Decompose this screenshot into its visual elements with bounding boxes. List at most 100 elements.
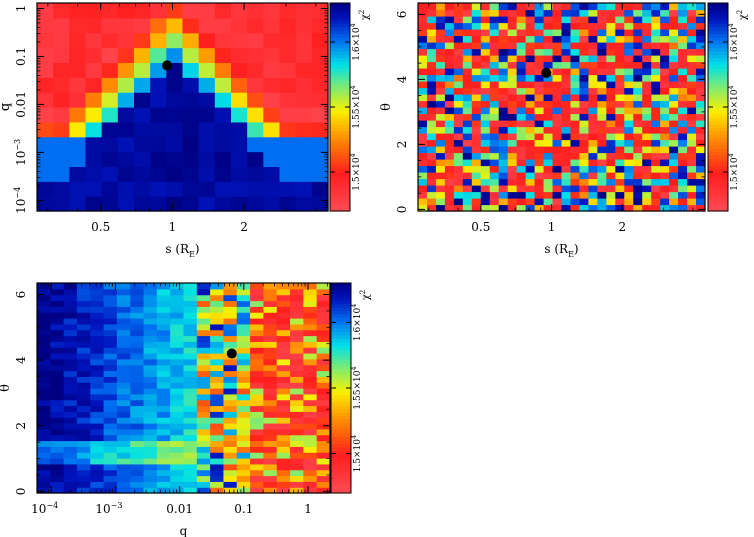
heatmap-cell: [579, 35, 590, 43]
heatmap-cell: [116, 399, 131, 407]
heatmap-cell: [660, 3, 670, 11]
heatmap-cell: [101, 121, 119, 138]
heatmap-cell: [90, 376, 105, 383]
heatmap-cell: [498, 16, 509, 24]
heatmap-cell: [534, 100, 545, 108]
heatmap-cell: [660, 185, 670, 193]
heatmap-cell: [561, 74, 572, 82]
heatmap-cell: [570, 9, 581, 17]
heatmap-cell: [624, 61, 634, 69]
heatmap-cell: [130, 306, 145, 313]
heatmap-cell: [103, 382, 118, 389]
heatmap-cell: [498, 107, 509, 115]
heatmap-cell: [210, 288, 225, 296]
colorbar-segment: [331, 353, 351, 358]
heatmap-cell: [183, 446, 198, 453]
heatmap-cell: [696, 3, 706, 11]
heatmap-cell: [103, 463, 118, 471]
colorbar-segment: [330, 186, 350, 191]
heatmap-cell: [170, 382, 185, 389]
heatmap-cell: [453, 87, 464, 95]
heatmap-cell: [236, 306, 251, 313]
heatmap-cell: [552, 107, 563, 115]
heatmap-cell: [678, 113, 688, 121]
heatmap-cell: [143, 312, 158, 319]
heatmap-cell: [170, 434, 185, 442]
heatmap-cell: [651, 146, 661, 154]
heatmap-cell: [117, 62, 135, 78]
heatmap-cell: [462, 74, 473, 82]
heatmap-cell: [276, 376, 291, 383]
heatmap-cell: [687, 159, 697, 167]
heatmap-cell: [69, 62, 87, 78]
heatmap-cell: [316, 300, 331, 307]
heatmap-cell: [534, 159, 545, 167]
heatmap-cell: [525, 152, 536, 160]
heatmap-cell: [134, 151, 151, 168]
heatmap-cell: [669, 172, 679, 180]
heatmap-cell: [130, 434, 145, 442]
heatmap-cell: [69, 121, 87, 138]
colorbar-segment: [331, 489, 351, 494]
heatmap-cell: [196, 405, 211, 412]
heatmap-cell: [418, 22, 428, 30]
heatmap-cell: [426, 22, 437, 30]
heatmap-cell: [210, 329, 225, 337]
heatmap-cell: [166, 77, 184, 93]
heatmap-cell: [311, 47, 329, 64]
heatmap-cell: [85, 136, 103, 153]
heatmap-cell: [588, 204, 598, 212]
heatmap-cell: [534, 139, 545, 147]
heatmap-cell: [687, 185, 697, 193]
heatmap-cell: [53, 136, 70, 153]
heatmap-cell: [534, 178, 545, 186]
heatmap-cell: [498, 94, 509, 102]
heatmap-cell: [471, 48, 482, 56]
heatmap-cell: [498, 126, 509, 134]
heatmap-cell: [435, 204, 446, 212]
heatmap-cell: [462, 178, 473, 186]
heatmap-cell: [276, 283, 291, 290]
heatmap-cell: [624, 100, 634, 108]
heatmap-cell: [669, 9, 679, 17]
heatmap-cell: [295, 121, 313, 138]
heatmap-cell: [76, 300, 91, 307]
heatmap-cell: [660, 152, 670, 160]
heatmap-cell: [76, 312, 91, 319]
heatmap-cell: [570, 198, 581, 206]
heatmap-cell: [579, 146, 590, 154]
heatmap-cell: [642, 126, 652, 134]
heatmap-cell: [669, 94, 679, 102]
heatmap-cell: [480, 120, 491, 128]
heatmap-cell: [462, 9, 473, 17]
heatmap-cell: [444, 133, 455, 141]
heatmap-cell: [516, 139, 527, 147]
heatmap-cell: [507, 87, 518, 95]
heatmap-cell: [150, 196, 167, 212]
colorbar-tick-text: 1.55×10: [353, 370, 363, 409]
colorbar-segment: [708, 176, 728, 181]
heatmap-cell: [615, 178, 625, 186]
colorbar-segment: [331, 325, 351, 330]
heatmap-cell: [290, 294, 304, 302]
colorbar-segment: [330, 193, 350, 198]
heatmap-cell: [53, 17, 70, 34]
heatmap-cell: [196, 399, 211, 407]
heatmap-cell: [543, 81, 554, 89]
heatmap-cell: [276, 446, 291, 453]
heatmap-cell: [651, 87, 661, 95]
heatmap-cell: [660, 48, 670, 56]
colorbar-segment: [331, 377, 351, 382]
heatmap-cell: [69, 166, 87, 182]
heatmap-cell: [130, 411, 145, 418]
heatmap-cell: [525, 100, 536, 108]
colorbar-segment: [331, 342, 351, 347]
heatmap-cell: [103, 458, 118, 465]
heatmap-cell: [453, 165, 464, 173]
heatmap-cell: [156, 423, 171, 430]
heatmap-cell: [615, 198, 625, 206]
heatmap-cell: [435, 35, 446, 43]
heatmap-cell: [426, 172, 437, 180]
heatmap-cell: [480, 94, 491, 102]
heatmap-cell: [435, 172, 446, 180]
